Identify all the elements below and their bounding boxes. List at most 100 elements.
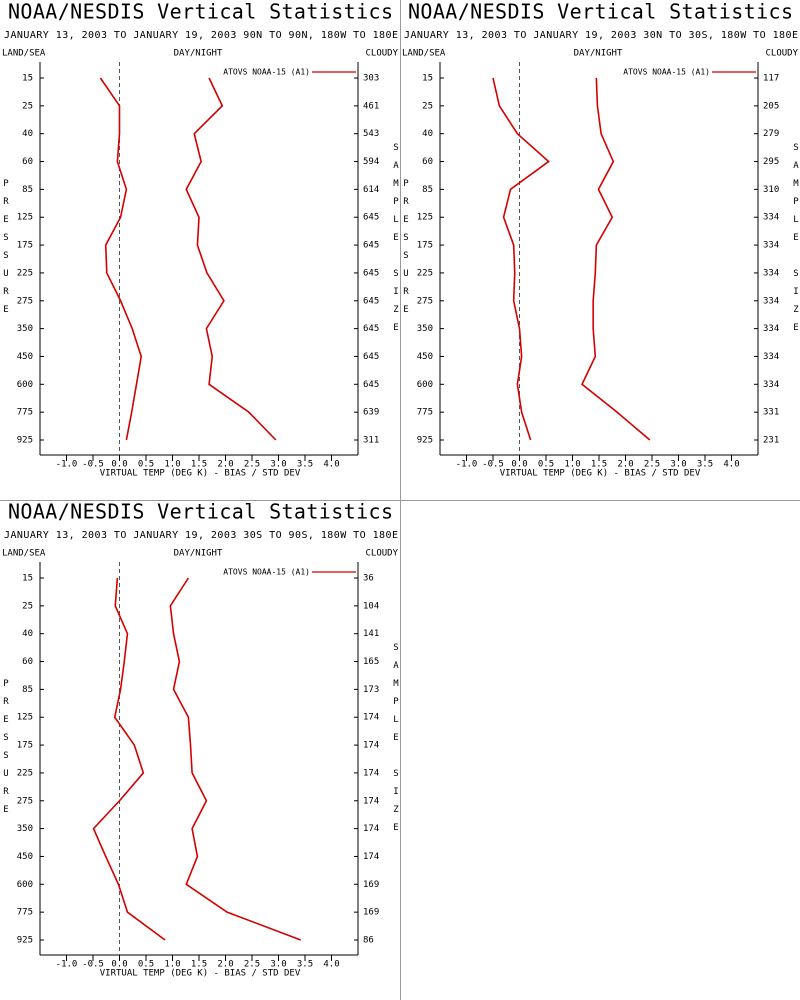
- chart-title: NOAA/NESDIS Vertical Statistics: [408, 0, 793, 24]
- y-tick-label: 85: [422, 185, 433, 195]
- y-tick-label: 125: [17, 713, 33, 723]
- y-tick-label: 25: [422, 101, 433, 111]
- legend-label: ATOVS NOAA-15 (A1): [223, 568, 310, 577]
- x-tick-label: 3.5: [297, 960, 313, 970]
- sample-size: 645: [363, 268, 379, 278]
- sample-size: 334: [763, 213, 779, 223]
- sample-size: 334: [763, 324, 779, 334]
- x-axis-label: VIRTUAL TEMP (DEG K) - BIAS / STD DEV: [100, 969, 301, 979]
- y-tick-label: 175: [417, 241, 433, 251]
- profile-line: [99, 77, 143, 441]
- chart-subtitle: JANUARY 13, 2003 TO JANUARY 19, 2003 90N…: [4, 30, 398, 41]
- profile-line: [581, 77, 651, 441]
- sample-size: 169: [363, 908, 379, 918]
- x-tick-label: 0.0: [511, 460, 527, 470]
- y-tick-label: 15: [22, 574, 33, 584]
- sample-size: 645: [363, 380, 379, 390]
- x-tick-label: -0.5: [82, 460, 104, 470]
- sample-size: 231: [763, 436, 779, 446]
- y-tick-label: 350: [17, 324, 33, 334]
- y-tick-label: 85: [22, 685, 33, 695]
- sample-size: 645: [363, 352, 379, 362]
- y-tick-label: 925: [17, 936, 33, 946]
- y-tick-label: 175: [17, 741, 33, 751]
- legend-label: ATOVS NOAA-15 (A1): [223, 68, 310, 77]
- sample-size: 645: [363, 324, 379, 334]
- chart-title: NOAA/NESDIS Vertical Statistics: [8, 500, 393, 524]
- y-tick-label: 775: [17, 408, 33, 418]
- sample-size: 174: [363, 824, 379, 834]
- y-tick-label: 225: [17, 268, 33, 278]
- profile-line: [185, 77, 277, 441]
- x-tick-label: 4.0: [323, 460, 339, 470]
- y-tick-label: 40: [422, 129, 433, 139]
- x-tick-label: 2.5: [644, 460, 660, 470]
- x-tick-label: 1.0: [164, 960, 180, 970]
- y-tick-label: 225: [417, 268, 433, 278]
- x-axis-label: VIRTUAL TEMP (DEG K) - BIAS / STD DEV: [100, 469, 301, 479]
- sample-size: 279: [763, 129, 779, 139]
- x-tick-label: 3.5: [697, 460, 713, 470]
- right-label: CLOUDY: [365, 49, 398, 59]
- chart-panel: NOAA/NESDIS Vertical Statistics JANUARY 1…: [402, 0, 799, 479]
- sample-size: 165: [363, 657, 379, 667]
- x-tick-label: 2.0: [217, 960, 233, 970]
- sample-size: 311: [363, 436, 379, 446]
- sample-size: 334: [763, 380, 779, 390]
- chart-subtitle: JANUARY 13, 2003 TO JANUARY 19, 2003 30S…: [4, 530, 398, 541]
- y-tick-label: 25: [22, 601, 33, 611]
- y-tick-label: 40: [22, 129, 33, 139]
- x-tick-label: -0.5: [82, 960, 104, 970]
- chart-title: NOAA/NESDIS Vertical Statistics: [8, 0, 393, 24]
- y-tick-label: 450: [417, 352, 433, 362]
- y-tick-label: 600: [17, 880, 33, 890]
- x-tick-label: -1.0: [56, 960, 78, 970]
- x-tick-label: 3.0: [270, 460, 286, 470]
- y-tick-label: 275: [417, 296, 433, 306]
- y-tick-label: 125: [417, 213, 433, 223]
- chart-subtitle: JANUARY 13, 2003 TO JANUARY 19, 2003 30N…: [404, 30, 798, 41]
- x-tick-label: 2.0: [217, 460, 233, 470]
- sample-size: 310: [763, 185, 779, 195]
- legend-label: ATOVS NOAA-15 (A1): [623, 68, 710, 77]
- left-label: LAND/SEA: [2, 549, 46, 559]
- y-tick-label: 600: [17, 380, 33, 390]
- sample-size: 174: [363, 852, 379, 862]
- x-tick-label: 4.0: [723, 460, 739, 470]
- y-tick-label: 275: [17, 796, 33, 806]
- x-tick-label: 1.5: [591, 460, 607, 470]
- sample-size: 645: [363, 296, 379, 306]
- x-tick-label: 2.5: [244, 960, 260, 970]
- sample-size: 594: [363, 157, 379, 167]
- sample-size: 614: [363, 185, 379, 195]
- sample-size: 645: [363, 213, 379, 223]
- x-tick-label: 0.5: [138, 960, 154, 970]
- sample-size: 174: [363, 713, 379, 723]
- sample-size: 174: [363, 796, 379, 806]
- y-tick-label: 600: [417, 380, 433, 390]
- sample-size: 295: [763, 157, 779, 167]
- right-label: CLOUDY: [765, 49, 798, 59]
- y-tick-label: 60: [22, 657, 33, 667]
- sample-size: 36: [363, 574, 374, 584]
- y-tick-label: 275: [17, 296, 33, 306]
- center-label: DAY/NIGHT: [174, 49, 223, 59]
- x-tick-label: 2.0: [617, 460, 633, 470]
- sample-size: 173: [363, 685, 379, 695]
- sample-size: 141: [363, 629, 379, 639]
- left-label: LAND/SEA: [2, 49, 46, 59]
- x-tick-label: 1.5: [191, 460, 207, 470]
- y-tick-label: 40: [22, 629, 33, 639]
- x-tick-label: 1.0: [564, 460, 580, 470]
- sample-size: 334: [763, 296, 779, 306]
- y-tick-label: 25: [22, 101, 33, 111]
- y-tick-label: 450: [17, 352, 33, 362]
- left-label: LAND/SEA: [402, 49, 446, 59]
- y-tick-label: 60: [422, 157, 433, 167]
- chart-panel: NOAA/NESDIS Vertical Statistics JANUARY 1…: [2, 0, 399, 479]
- y-tick-label: 125: [17, 213, 33, 223]
- x-tick-label: 0.0: [111, 460, 127, 470]
